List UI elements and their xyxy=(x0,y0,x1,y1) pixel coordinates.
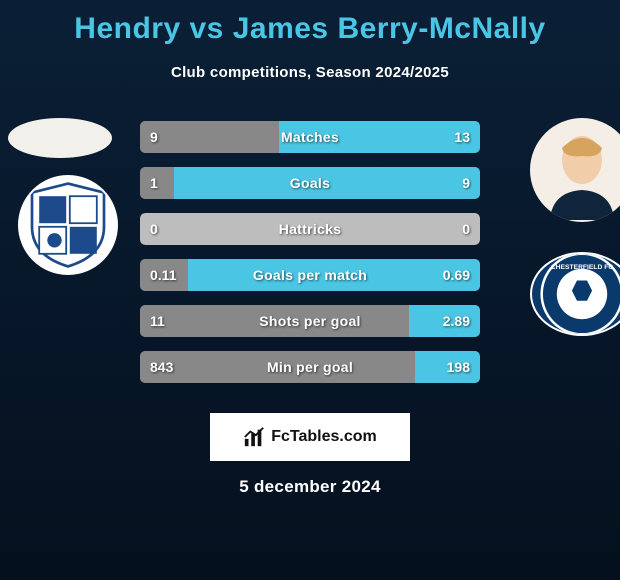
stat-label: Min per goal xyxy=(140,359,480,375)
date-text: 5 december 2024 xyxy=(0,477,620,497)
stats-rows: 9Matches131Goals90Hattricks00.11Goals pe… xyxy=(140,121,480,397)
subtitle: Club competitions, Season 2024/2025 xyxy=(0,64,620,81)
page-title: Hendry vs James Berry-McNally xyxy=(0,0,620,46)
stat-right-value: 13 xyxy=(454,129,470,145)
stat-right-value: 0.69 xyxy=(443,267,470,283)
stat-right-value: 2.89 xyxy=(443,313,470,329)
stat-row: 9Matches13 xyxy=(140,121,480,153)
stat-row: 0.11Goals per match0.69 xyxy=(140,259,480,291)
stat-row: 843Min per goal198 xyxy=(140,351,480,383)
stats-block: 9Matches131Goals90Hattricks00.11Goals pe… xyxy=(0,121,620,401)
stat-label: Shots per goal xyxy=(140,313,480,329)
stat-row: 1Goals9 xyxy=(140,167,480,199)
stat-label: Hattricks xyxy=(140,221,480,237)
stat-right-value: 198 xyxy=(447,359,470,375)
comparison-card: Hendry vs James Berry-McNally Club compe… xyxy=(0,0,620,580)
stat-right-value: 9 xyxy=(462,175,470,191)
chart-icon xyxy=(243,426,265,448)
stat-label: Goals xyxy=(140,175,480,191)
stat-row: 11Shots per goal2.89 xyxy=(140,305,480,337)
stat-label: Goals per match xyxy=(140,267,480,283)
stat-label: Matches xyxy=(140,129,480,145)
stat-row: 0Hattricks0 xyxy=(140,213,480,245)
stat-right-value: 0 xyxy=(462,221,470,237)
branding-badge: FcTables.com xyxy=(210,413,410,461)
branding-text: FcTables.com xyxy=(271,428,377,446)
